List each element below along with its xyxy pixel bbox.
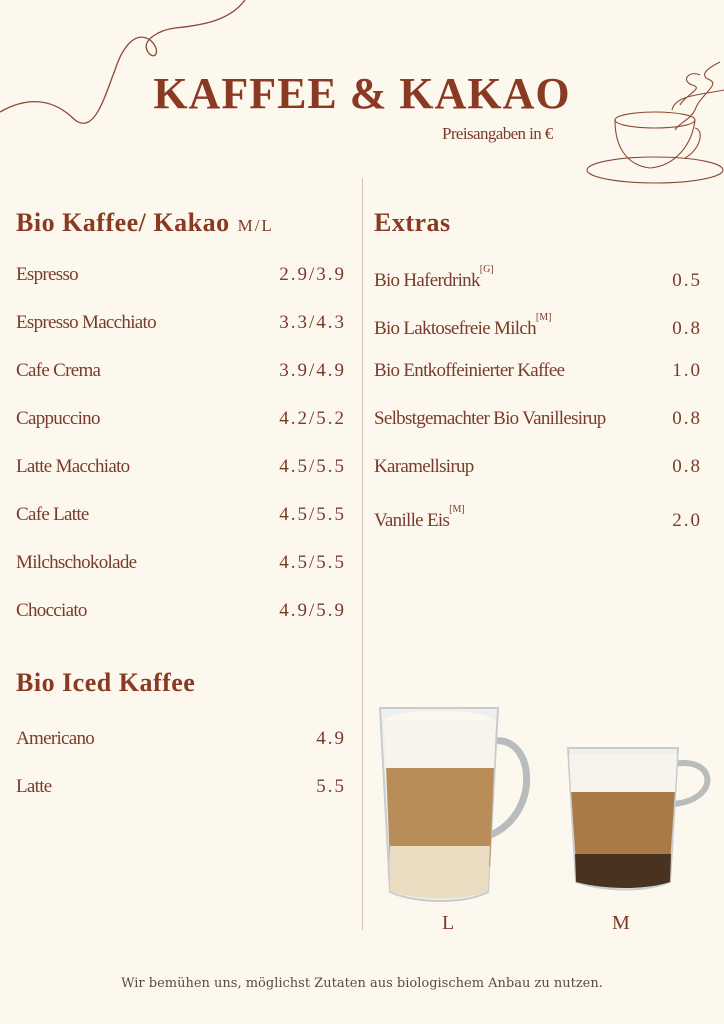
item-price: 0.8: [672, 456, 702, 477]
menu-item: Americano 4.9: [16, 728, 346, 776]
item-name-text: Bio Haferdrink: [374, 270, 480, 291]
item-name: Espresso Macchiato: [16, 312, 157, 334]
item-name: Cappuccino: [16, 408, 100, 430]
large-size-label: L: [442, 912, 455, 934]
extras-section: Extras Bio Haferdrink[G] 0.5 Bio Laktosefr…: [374, 208, 702, 552]
extras-heading: Extras: [374, 208, 451, 237]
item-name-text: Americano: [16, 728, 95, 749]
menu-item: Latte 5.5: [16, 776, 346, 824]
item-price: 0.8: [672, 318, 702, 339]
item-price: 2.0: [672, 510, 702, 531]
coffee-section: Bio Kaffee/ Kakao M/L Espresso 2.9/3.9 Espr…: [16, 208, 346, 648]
item-name-text: Vanille Eis: [374, 510, 450, 531]
item-name: Latte: [16, 776, 52, 798]
heading-text: Bio Kaffee/ Kakao: [16, 208, 230, 237]
item-name: Bio Entkoffeinierter Kaffee: [374, 360, 565, 382]
allergen-note: [M]: [449, 504, 465, 515]
item-price: 5.5: [316, 776, 346, 797]
item-name: Selbstgemachter Bio Vanillesirup: [374, 408, 606, 430]
item-name-text: Latte: [16, 776, 52, 797]
item-name-text: Selbstgemachter Bio Vanillesirup: [374, 408, 606, 429]
size-label: M/L: [237, 216, 274, 235]
item-price: 0.5: [672, 270, 702, 291]
allergen-note: [M]: [535, 312, 552, 323]
medium-latte-glass-image: [566, 747, 711, 891]
menu-item: Latte Macchiato 4.5/5.5: [16, 456, 346, 504]
item-price: 4.5/5.5: [279, 552, 346, 573]
menu-item: Cafe Crema 3.9/4.9: [16, 360, 346, 408]
item-name-text: Bio Laktosefreie Milch: [374, 318, 537, 339]
item-name-text: Cafe Latte: [16, 504, 89, 525]
menu-item: Bio Haferdrink[G] 0.5: [374, 264, 702, 312]
item-price: 0.8: [672, 408, 702, 429]
menu-item: Cappuccino 4.2/5.2: [16, 408, 346, 456]
footer-note: Wir bemühen uns, möglichst Zutaten aus b…: [121, 976, 603, 991]
menu-item: Espresso 2.9/3.9: [16, 264, 346, 312]
item-name: Karamellsirup: [374, 456, 474, 478]
item-price: 4.2/5.2: [279, 408, 346, 429]
item-name: Cafe Crema: [16, 360, 101, 382]
menu-item: Karamellsirup 0.8: [374, 456, 702, 504]
menu-item: Bio Entkoffeinierter Kaffee 1.0: [374, 360, 702, 408]
menu-item: Espresso Macchiato 3.3/4.3: [16, 312, 346, 360]
item-name: Espresso: [16, 264, 79, 286]
iced-section: Bio Iced Kaffee Americano 4.9 Latte 5.5: [16, 668, 346, 824]
item-price: 3.3/4.3: [279, 312, 346, 333]
item-name-text: Chocciato: [16, 600, 87, 621]
decorative-swirl-line: [0, 0, 246, 124]
menu-item: Cafe Latte 4.5/5.5: [16, 504, 346, 552]
item-name-text: Karamellsirup: [374, 456, 474, 477]
menu-item: Milchschokolade 4.5/5.5: [16, 552, 346, 600]
item-price: 2.9/3.9: [279, 264, 346, 285]
item-price: 3.9/4.9: [279, 360, 346, 381]
item-name: Bio Laktosefreie Milch[M]: [374, 312, 551, 340]
item-name: Cafe Latte: [16, 504, 89, 526]
item-price: 1.0: [672, 360, 702, 381]
item-name: Milchschokolade: [16, 552, 137, 574]
item-name-text: Cafe Crema: [16, 360, 101, 381]
item-name-text: Milchschokolade: [16, 552, 137, 573]
item-name-text: Cappuccino: [16, 408, 100, 429]
item-name-text: Espresso Macchiato: [16, 312, 157, 333]
menu-item: Bio Laktosefreie Milch[M] 0.8: [374, 312, 702, 360]
item-price: 4.9/5.9: [279, 600, 346, 621]
item-name-text: Latte Macchiato: [16, 456, 130, 477]
item-price: 4.9: [316, 728, 346, 749]
medium-size-label: M: [612, 912, 630, 934]
section-heading: Bio Kaffee/ Kakao M/L: [16, 208, 346, 264]
column-divider: [362, 178, 363, 930]
item-name-text: Bio Entkoffeinierter Kaffee: [374, 360, 565, 381]
item-name: Vanille Eis[M]: [374, 504, 465, 532]
page-title: KAFFEE & KAKAO: [153, 69, 571, 118]
item-name: Bio Haferdrink[G]: [374, 264, 494, 292]
large-latte-glass-image: [378, 707, 531, 902]
menu-item: Selbstgemachter Bio Vanillesirup 0.8: [374, 408, 702, 456]
menu-item: Chocciato 4.9/5.9: [16, 600, 346, 648]
item-name: Americano: [16, 728, 95, 750]
item-name: Chocciato: [16, 600, 87, 622]
allergen-note: [G]: [479, 264, 494, 275]
iced-heading: Bio Iced Kaffee: [16, 668, 196, 697]
item-name: Latte Macchiato: [16, 456, 130, 478]
item-price: 4.5/5.5: [279, 456, 346, 477]
coffee-cup-icon: [586, 61, 724, 184]
price-note: Preisangaben in €: [442, 124, 553, 143]
item-price: 4.5/5.5: [279, 504, 346, 525]
menu-item: Vanille Eis[M] 2.0: [374, 504, 702, 552]
item-name-text: Espresso: [16, 264, 79, 285]
